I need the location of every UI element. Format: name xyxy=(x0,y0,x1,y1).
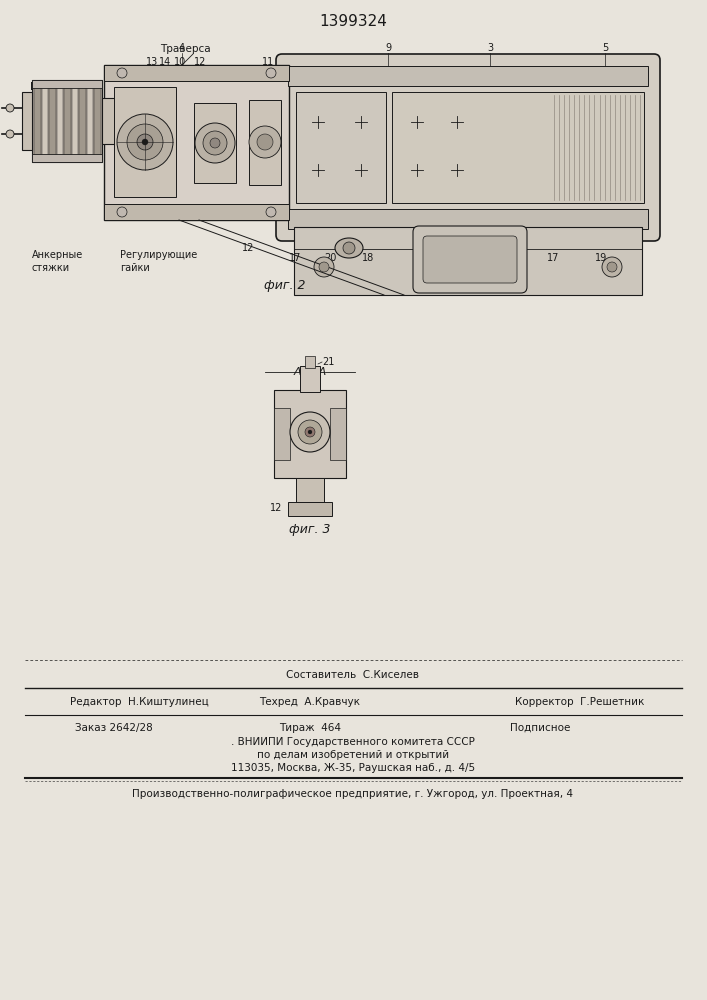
Text: по делам изобретений и открытий: по делам изобретений и открытий xyxy=(257,750,449,760)
Bar xyxy=(114,87,176,197)
Text: Производственно-полиграфическое предприятие, г. Ужгород, ул. Проектная, 4: Производственно-полиграфическое предприя… xyxy=(132,789,573,799)
Circle shape xyxy=(290,412,330,452)
Bar xyxy=(392,92,644,203)
Text: 19: 19 xyxy=(595,253,607,263)
Text: 15: 15 xyxy=(430,253,442,263)
Circle shape xyxy=(137,134,153,150)
Bar xyxy=(86,84,93,158)
Circle shape xyxy=(602,257,622,277)
Text: Регулирующие
гайки: Регулирующие гайки xyxy=(120,250,197,273)
Bar xyxy=(288,502,332,516)
Text: Анкерные
стяжки: Анкерные стяжки xyxy=(32,250,83,273)
FancyBboxPatch shape xyxy=(413,226,527,293)
Bar xyxy=(288,209,648,229)
Bar xyxy=(296,478,324,502)
Circle shape xyxy=(343,242,355,254)
Text: 17: 17 xyxy=(289,253,301,263)
Circle shape xyxy=(117,68,127,78)
Text: фиг. 2: фиг. 2 xyxy=(264,278,305,292)
Text: фиг. 3: фиг. 3 xyxy=(289,524,331,536)
Text: 3: 3 xyxy=(487,43,493,53)
Text: Корректор  Г.Решетник: Корректор Г.Решетник xyxy=(515,697,645,707)
Text: 10: 10 xyxy=(174,57,186,67)
Text: Составитель  С.Киселев: Составитель С.Киселев xyxy=(286,670,419,680)
Bar xyxy=(102,98,116,144)
Circle shape xyxy=(319,262,329,272)
Text: Техред  А.Кравчук: Техред А.Кравчук xyxy=(259,697,361,707)
Circle shape xyxy=(127,124,163,160)
Text: 12: 12 xyxy=(242,243,255,253)
Text: 12: 12 xyxy=(194,57,206,67)
Circle shape xyxy=(607,262,617,272)
Text: 17: 17 xyxy=(547,253,559,263)
Bar xyxy=(22,92,32,150)
Text: Тираж  464: Тираж 464 xyxy=(279,723,341,733)
Bar xyxy=(104,65,289,220)
Text: 5: 5 xyxy=(602,43,608,53)
Text: Заказ 2642/28: Заказ 2642/28 xyxy=(75,723,153,733)
Bar xyxy=(274,390,346,478)
Bar xyxy=(64,84,71,158)
Bar xyxy=(249,100,281,185)
Circle shape xyxy=(195,123,235,163)
Bar xyxy=(305,356,315,368)
Text: 16: 16 xyxy=(494,253,506,263)
Text: 1399324: 1399324 xyxy=(319,14,387,29)
Bar xyxy=(32,80,102,162)
Text: Редактор  Н.Киштулинец: Редактор Н.Киштулинец xyxy=(70,697,209,707)
Circle shape xyxy=(6,104,14,112)
Circle shape xyxy=(305,427,315,437)
Text: А  -  А: А - А xyxy=(293,367,327,377)
Text: 12: 12 xyxy=(269,503,282,513)
Circle shape xyxy=(308,430,312,434)
Bar xyxy=(288,66,648,86)
Text: Траверса: Траверса xyxy=(160,44,210,54)
Text: 21: 21 xyxy=(322,357,334,367)
Circle shape xyxy=(6,130,14,138)
Text: 11: 11 xyxy=(262,57,274,67)
Text: 113035, Москва, Ж-35, Раушская наб., д. 4/5: 113035, Москва, Ж-35, Раушская наб., д. … xyxy=(231,763,475,773)
Circle shape xyxy=(266,207,276,217)
Bar xyxy=(104,65,289,81)
Text: Пружина: Пружина xyxy=(30,82,80,92)
Circle shape xyxy=(142,139,148,145)
Bar xyxy=(330,408,346,460)
Bar xyxy=(32,80,102,88)
Text: 9: 9 xyxy=(385,43,391,53)
Bar xyxy=(194,103,236,183)
Text: 4: 4 xyxy=(179,43,185,53)
Circle shape xyxy=(249,126,281,158)
Text: . ВНИИПИ Государственного комитета СССР: . ВНИИПИ Государственного комитета СССР xyxy=(231,737,475,747)
Text: 18: 18 xyxy=(362,253,374,263)
Text: 13: 13 xyxy=(146,57,158,67)
Bar xyxy=(104,204,289,220)
Circle shape xyxy=(117,207,127,217)
Bar xyxy=(32,154,102,162)
Bar xyxy=(294,227,642,295)
Circle shape xyxy=(210,138,220,148)
Bar xyxy=(79,84,86,158)
Circle shape xyxy=(257,134,273,150)
Text: 20: 20 xyxy=(324,253,337,263)
Bar xyxy=(300,366,320,392)
Bar xyxy=(57,84,63,158)
Bar xyxy=(49,84,56,158)
Ellipse shape xyxy=(335,238,363,258)
Circle shape xyxy=(117,114,173,170)
Circle shape xyxy=(266,68,276,78)
Bar xyxy=(296,92,386,203)
Circle shape xyxy=(298,420,322,444)
FancyBboxPatch shape xyxy=(423,236,517,283)
Circle shape xyxy=(314,257,334,277)
Bar xyxy=(42,84,48,158)
Bar xyxy=(274,408,290,460)
FancyBboxPatch shape xyxy=(276,54,660,241)
Circle shape xyxy=(203,131,227,155)
Bar xyxy=(34,84,40,158)
Text: Подписное: Подписное xyxy=(510,723,570,733)
Bar xyxy=(71,84,78,158)
Bar xyxy=(94,84,100,158)
Text: 14: 14 xyxy=(159,57,171,67)
